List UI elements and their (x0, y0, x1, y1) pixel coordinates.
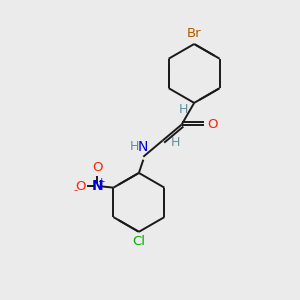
Text: O: O (208, 118, 218, 131)
Text: H: H (178, 103, 188, 116)
Text: O: O (92, 160, 102, 173)
Text: Cl: Cl (132, 236, 146, 248)
Text: N: N (92, 179, 103, 193)
Text: O: O (75, 180, 86, 193)
Text: H: H (171, 136, 180, 148)
Text: +: + (98, 177, 105, 186)
Text: -: - (74, 185, 77, 195)
Text: N: N (138, 140, 148, 154)
Text: H: H (130, 140, 139, 153)
Text: Br: Br (187, 28, 202, 40)
